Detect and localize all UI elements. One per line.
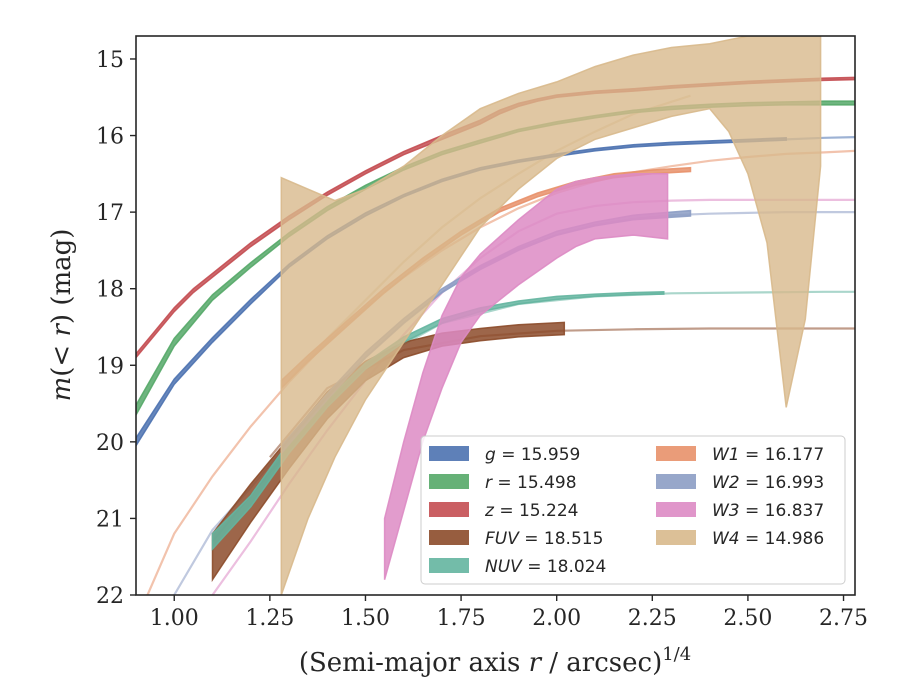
legend-swatch <box>656 446 696 461</box>
legend-label: W1 = 16.177 <box>712 445 824 465</box>
legend-entry-w3: W3 = 16.837 <box>656 501 824 521</box>
y-tick-label: 17 <box>96 201 124 226</box>
legend-swatch <box>656 530 696 545</box>
x-axis: 1.00 1.25 1.50 1.75 2.00 2.25 2.50 2.75 <box>150 595 868 631</box>
legend-label: r = 15.498 <box>485 473 577 493</box>
x-tick-label: 2.75 <box>819 606 868 631</box>
legend-swatch <box>429 558 469 573</box>
x-tick-label: 1.75 <box>437 606 486 631</box>
band-z <box>136 76 855 359</box>
x-tick-label: 1.25 <box>245 606 294 631</box>
legend-label: NUV = 18.024 <box>485 557 606 577</box>
legend-box <box>420 435 846 585</box>
y-axis-label: mm((< r) (mag) <box>47 229 77 402</box>
legend-entry-fuv: FUV = 18.515 <box>429 529 603 549</box>
legend-label: z = 15.224 <box>484 501 578 521</box>
legend-entry-nuv: NUV = 18.024 <box>429 557 606 577</box>
x-tick-label: 2.25 <box>628 606 677 631</box>
y-tick-label: 16 <box>96 125 124 150</box>
legend-entry-r: r = 15.498 <box>429 473 577 493</box>
legend-entry-w1: W1 = 16.177 <box>656 445 824 465</box>
legend-swatch <box>429 530 469 545</box>
y-tick-label: 22 <box>96 584 124 609</box>
legend-entry-w4: W4 = 14.986 <box>656 529 824 549</box>
y-tick-label: 19 <box>96 354 124 379</box>
legend-swatch <box>656 474 696 489</box>
x-tick-label: 1.50 <box>341 606 390 631</box>
y-axis: 15 16 17 18 19 20 21 22 <box>96 48 136 609</box>
legend-label: W2 = 16.993 <box>712 473 824 493</box>
x-tick-label: 2.00 <box>532 606 581 631</box>
y-tick-label: 18 <box>96 278 124 303</box>
legend: g = 15.959 r = 15.498 z = 15.224 FUV = 18.5… <box>420 435 846 585</box>
band-w3 <box>383 173 669 580</box>
legend-entry-z: z = 15.224 <box>429 501 578 521</box>
legend-swatch <box>656 502 696 517</box>
y-tick-label: 20 <box>96 431 124 456</box>
legend-swatch <box>429 474 469 489</box>
legend-label: W3 = 16.837 <box>712 501 824 521</box>
plot-frame <box>135 35 856 596</box>
band-w4 <box>280 36 822 595</box>
y-tick-label: 21 <box>96 507 124 532</box>
x-tick-label: 1.00 <box>150 606 199 631</box>
plot-area <box>136 36 855 595</box>
legend-label: g = 15.959 <box>485 445 580 465</box>
x-tick-label: 2.50 <box>723 606 772 631</box>
x-axis-label: (Semi-major axis r / arcsec)1/4 <box>299 644 691 678</box>
legend-entry-g: g = 15.959 <box>429 445 580 465</box>
legend-label: FUV = 18.515 <box>485 529 603 549</box>
legend-swatch <box>429 502 469 517</box>
y-tick-label: 15 <box>96 48 124 73</box>
legend-swatch <box>429 446 469 461</box>
legend-label: W4 = 14.986 <box>712 529 824 549</box>
legend-entry-w2: W2 = 16.993 <box>656 473 824 493</box>
